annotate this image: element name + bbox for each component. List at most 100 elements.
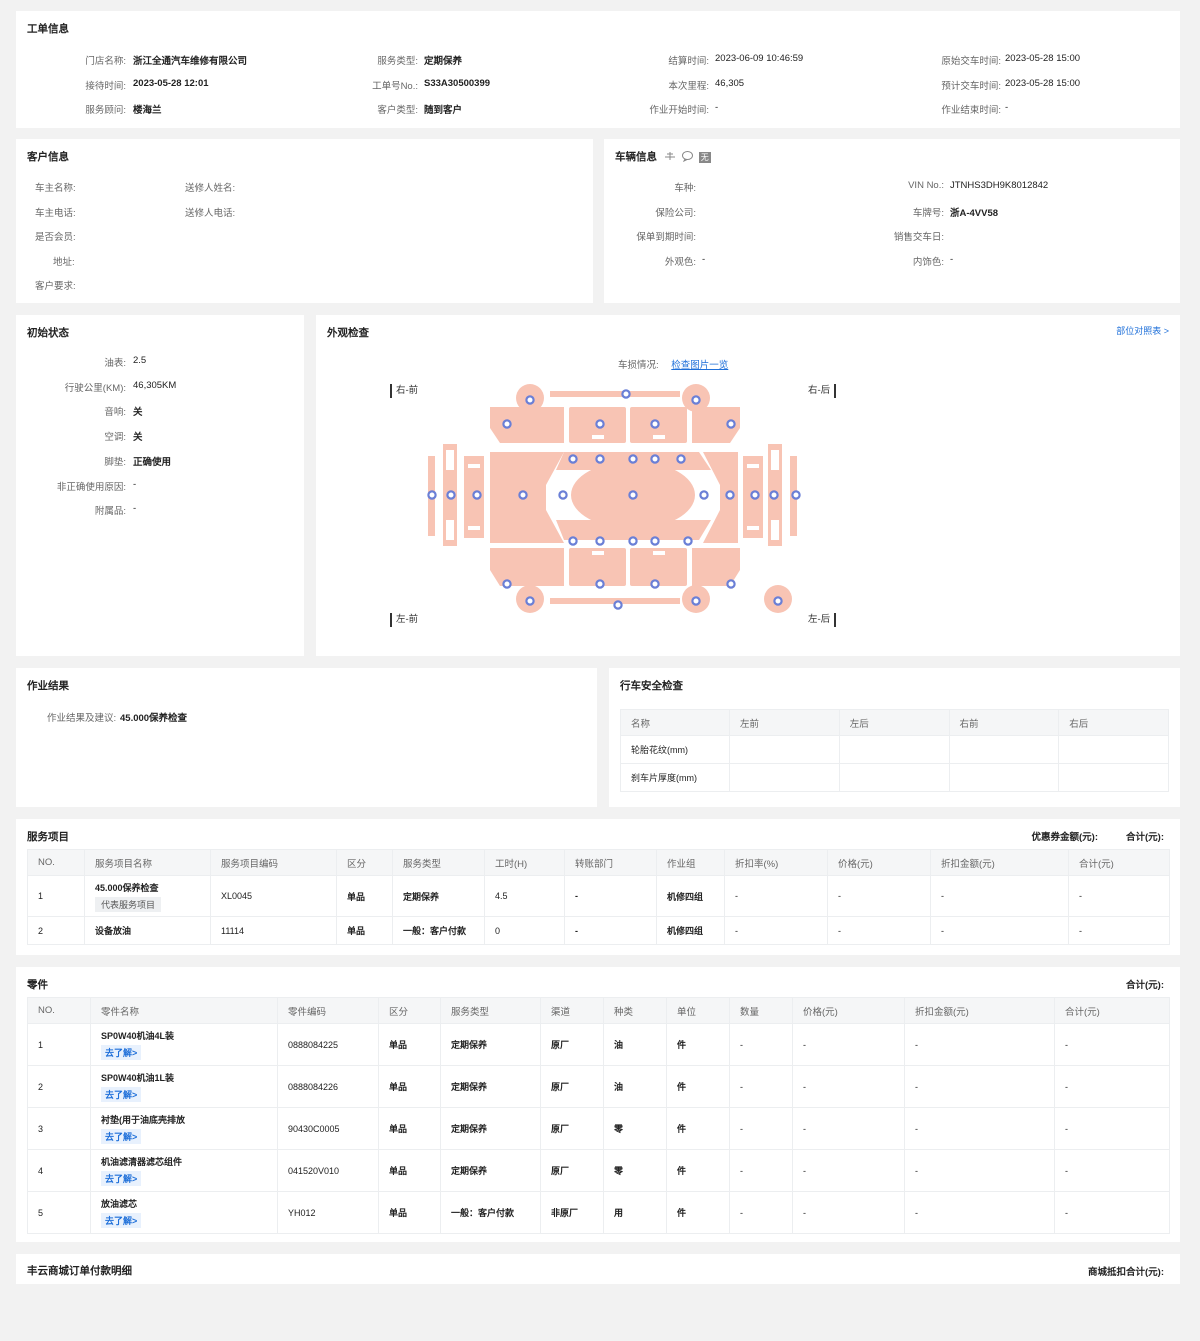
part-column-header: 渠道 [540,997,604,1024]
safety-column-header: 名称 [620,709,730,736]
damage-check-point[interactable] [595,454,605,464]
part-cell-channel: 原厂 [540,1149,604,1192]
part-cell-total: - [1054,1065,1170,1108]
part-cell-type: 一般：客户付款 [440,1191,541,1234]
damage-check-point[interactable] [621,389,631,399]
damage-check-point[interactable] [628,490,638,500]
damage-check-point[interactable] [502,579,512,589]
damage-check-point[interactable] [726,419,736,429]
damage-check-point[interactable] [558,490,568,500]
part-cell-price: - [792,1149,905,1192]
damage-check-point[interactable] [691,596,701,606]
vehicle-field-label: 保险公司: [655,208,696,219]
damage-check-point[interactable] [750,490,760,500]
service-cell-dept: - [564,916,657,945]
damage-check-point[interactable] [595,419,605,429]
vehicle-field-label: 内饰色: [912,257,944,268]
part-cell-name: SP0W40机油4L装去了解> [90,1023,278,1066]
part-name: SP0W40机油4L装 [101,1031,175,1041]
customer-field-label: 车主名称: [35,183,76,194]
damage-check-point[interactable] [691,395,701,405]
part-cell-name: SP0W40机油1L装 去了解> [90,1065,278,1108]
safety-title: 行车安全检查 [620,680,683,692]
damage-check-point[interactable] [650,579,660,589]
service-cell-group: 机修四组 [656,875,725,917]
result-value: 45.000保养检查 [120,713,188,724]
work-order-value: - [1005,102,1009,113]
part-cell-disc: - [904,1107,1055,1150]
learn-more-button[interactable]: 去了解> [101,1087,142,1102]
damage-check-point[interactable] [595,536,605,546]
damage-check-point[interactable] [773,596,783,606]
vehicle-field-label: VIN No.: [908,180,944,191]
work-order-label: 作业开始时间: [649,105,709,116]
services-total-label: 合计(元): [1126,832,1164,843]
service-column-header: 折扣金额(元) [930,849,1069,876]
damage-check-point[interactable] [502,419,512,429]
initial-state-card: 初始状态 油表: 2.5 行驶公里(KM): 46,305KM 音响: 关空调: 关脚垫: 正… [16,315,304,656]
work-order-card: 工单信息 门店名称: 浙江全通汽车维修有限公司 服务类型: 定期保养 结算时间: 2023… [16,11,1180,128]
damage-check-point[interactable] [650,419,660,429]
safety-column-header: 右前 [948,709,1060,736]
safety-cell [1058,763,1169,792]
inspection-photos-link[interactable]: 检查图片一览 [671,360,729,371]
corner-left-rear-label: 左-后 [808,614,831,625]
part-cell-unit: 件 [666,1149,730,1192]
damage-check-point[interactable] [613,600,623,610]
trunk [703,452,738,543]
damage-check-point[interactable] [628,536,638,546]
part-reference-link[interactable]: 部位对照表 > [1116,326,1169,336]
part-cell-kind: 单品 [378,1065,441,1108]
damage-check-point[interactable] [568,536,578,546]
balance-icon[interactable] [664,150,676,165]
damage-check-point[interactable] [628,454,638,464]
learn-more-button[interactable]: 去了解> [101,1213,142,1228]
part-cell-no: 5 [27,1191,91,1234]
part-column-header: 合计(元) [1054,997,1170,1024]
damage-check-point[interactable] [650,536,660,546]
damage-check-point[interactable] [427,490,437,500]
service-column-header: NO. [27,849,85,876]
learn-more-button[interactable]: 去了解> [101,1129,142,1144]
damage-check-point[interactable] [568,454,578,464]
damage-check-point[interactable] [518,490,528,500]
damage-check-point[interactable] [525,395,535,405]
initial-state-value: 关 [133,432,143,444]
damage-check-point[interactable] [446,490,456,500]
part-column-header: 服务类型 [440,997,541,1024]
part-row: 5 放油滤芯 去了解> YH012 单品 一般：客户付款 非原厂用件 - - - - [27,1191,1170,1234]
coupon-amount-label: 优惠券金额(元): [1031,832,1099,843]
damage-check-point[interactable] [595,579,605,589]
service-cell-no: 2 [27,916,85,945]
damage-check-point[interactable] [525,596,535,606]
damage-check-point[interactable] [683,536,693,546]
learn-more-button[interactable]: 去了解> [101,1171,142,1186]
part-cell-no: 1 [27,1023,91,1066]
damage-check-point[interactable] [791,490,801,500]
part-column-header: 种类 [603,997,667,1024]
corner-left-front-label: 左-前 [396,614,419,625]
chat-icon[interactable] [681,150,694,165]
part-cell-type: 定期保养 [440,1023,541,1066]
car-damage-diagram[interactable] [416,380,816,620]
part-cell-channel: 非原厂 [540,1191,604,1234]
part-column-header: 价格(元) [792,997,905,1024]
damage-check-point[interactable] [725,490,735,500]
learn-more-button[interactable]: 去了解> [101,1045,142,1060]
part-column-header: 折扣金额(元) [904,997,1055,1024]
damage-check-point[interactable] [769,490,779,500]
service-cell-kind: 单品 [336,875,393,917]
work-order-label: 接待时间: [85,81,126,92]
safety-column-header: 右后 [1058,709,1169,736]
service-cell-rate: - [724,875,828,917]
damage-check-point[interactable] [699,490,709,500]
damage-check-point[interactable] [650,454,660,464]
damage-check-point[interactable] [472,490,482,500]
part-column-header: 单位 [666,997,730,1024]
corner-right-rear-label: 右-后 [808,385,831,396]
damage-check-point[interactable] [676,454,686,464]
service-name: 设备放油 [95,926,132,936]
safety-cell [729,763,840,792]
part-row: 4 机油滤清器滤芯组件 去了解> 041520V010 单品 定期保养 原厂零件 - - - - [27,1149,1170,1192]
damage-check-point[interactable] [726,579,736,589]
